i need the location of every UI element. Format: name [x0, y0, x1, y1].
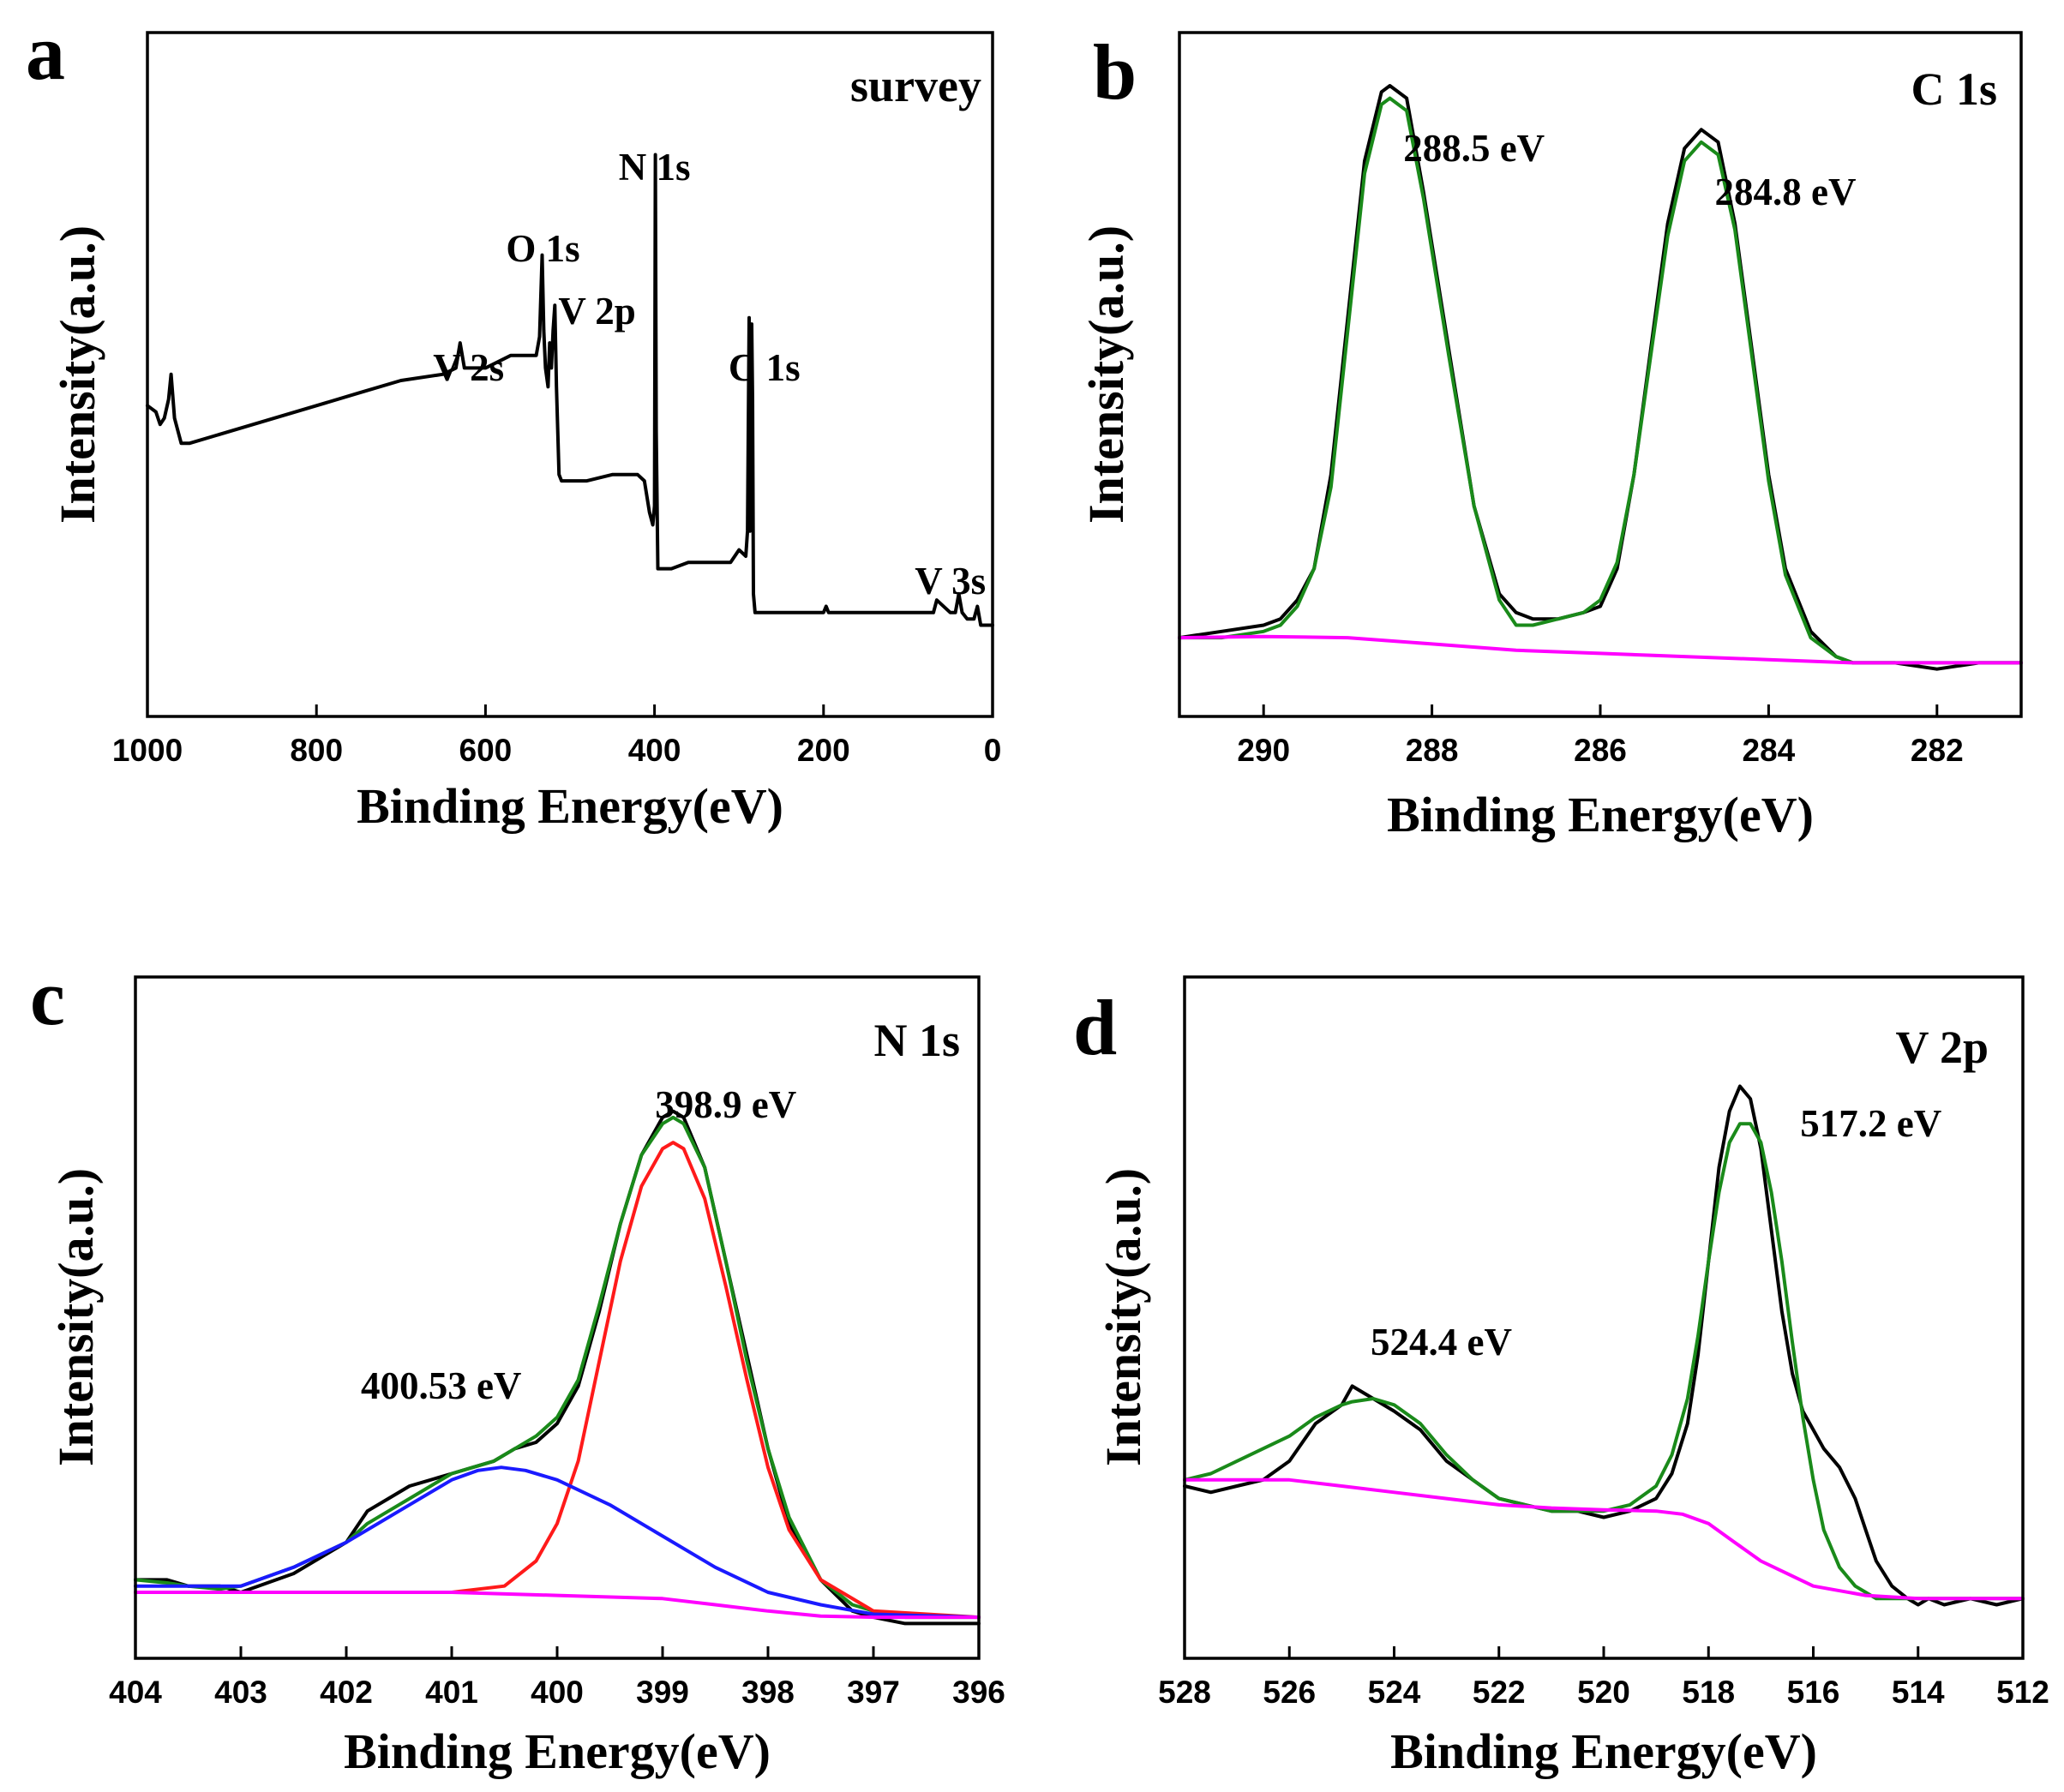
peak-label-b: 284.8 eV: [1715, 171, 1857, 213]
series-c-raw: [134, 1109, 981, 1626]
peak-label-d: 517.2 eV: [1800, 1102, 1941, 1145]
y-axis-label-a: Intensity(a.u.): [50, 225, 105, 524]
panel-title-b: C 1s: [1911, 63, 1997, 115]
peak-label-a: O 1s: [506, 227, 579, 270]
x-tick-label-c: 397: [847, 1675, 900, 1710]
x-tick-label-d: 520: [1577, 1675, 1630, 1710]
x-tick-label-a: 400: [628, 733, 681, 768]
x-tick-label-c: 399: [636, 1675, 689, 1710]
x-tick-label-b: 286: [1574, 733, 1627, 768]
series-a-raw: [146, 153, 994, 627]
peak-label-c: 398.9 eV: [655, 1083, 796, 1126]
panel-letter-b: b: [1093, 28, 1137, 116]
x-tick-label-b: 290: [1237, 733, 1290, 768]
panel-b: 290 288 286 284 282 Binding Energy(eV) Intensi…: [1078, 28, 2023, 842]
x-tick-label-a: 0: [984, 733, 1002, 768]
panel-letter-c: c: [30, 954, 65, 1041]
series-b-fit: [1178, 96, 2023, 665]
x-tick-label-b: 284: [1743, 733, 1796, 768]
series-d-fit: [1183, 1122, 2025, 1601]
panel-title-a: survey: [850, 60, 981, 111]
x-tick-label-d: 516: [1787, 1675, 1840, 1710]
panel-c: 404 403 402 401 400 399 398 397 396 Binding Energ…: [30, 954, 1005, 1779]
series-d-background_line: [1183, 1477, 2025, 1601]
peak-label-a: V 3s: [915, 560, 986, 602]
peak-label-d: 524.4 eV: [1371, 1321, 1512, 1363]
peak-label-a: N 1s: [619, 146, 691, 189]
x-tick-label-c: 398: [741, 1675, 795, 1710]
x-tick-label-d: 514: [1892, 1675, 1945, 1710]
panel-title-d: V 2p: [1895, 1022, 1989, 1073]
x-axis-label-a: Binding Energy(eV): [357, 778, 783, 834]
x-tick-label-c: 401: [425, 1675, 478, 1710]
x-tick-label-a: 600: [459, 733, 513, 768]
x-axis-label-c: Binding Energy(eV): [344, 1723, 771, 1779]
x-tick-label-d: 512: [1996, 1675, 2049, 1710]
x-tick-label-c: 404: [109, 1675, 162, 1710]
x-axis-label-b: Binding Energy(eV): [1387, 787, 1814, 842]
x-tick-label-b: 282: [1911, 733, 1964, 768]
panel-letter-a: a: [26, 9, 65, 96]
panel-letter-d: d: [1073, 984, 1117, 1071]
plot-frame-a: [146, 31, 994, 718]
y-axis-label-d: Intensity(a.u.): [1095, 1168, 1151, 1466]
x-tick-label-c: 402: [320, 1675, 373, 1710]
series-c-peak_red: [134, 1141, 981, 1620]
x-axis-label-d: Binding Energy(eV): [1390, 1723, 1817, 1779]
y-axis-label-b: Intensity(a.u.): [1078, 225, 1134, 524]
x-tick-label-c: 403: [214, 1675, 267, 1710]
y-axis-label-c: Intensity(a.u.): [48, 1168, 104, 1466]
peak-label-a: V 2p: [558, 290, 635, 333]
x-tick-label-d: 524: [1368, 1675, 1421, 1710]
x-tick-label-c: 400: [531, 1675, 584, 1710]
x-tick-label-b: 288: [1406, 733, 1459, 768]
x-tick-label-d: 526: [1263, 1675, 1316, 1710]
peak-label-c: 400.53 eV: [361, 1364, 521, 1407]
x-tick-label-d: 518: [1682, 1675, 1735, 1710]
panel-a: 1000 800 600 400 200 0 Binding Energy(eV) Inten…: [26, 9, 1001, 834]
x-tick-label-d: 522: [1473, 1675, 1526, 1710]
x-tick-label-a: 200: [797, 733, 850, 768]
x-tick-label-d: 528: [1158, 1675, 1211, 1710]
series-c-peak_blue: [134, 1465, 981, 1620]
x-tick-label-c: 396: [952, 1675, 1005, 1710]
panel-title-c: N 1s: [873, 1015, 960, 1066]
series-c-background_line: [134, 1591, 981, 1620]
x-tick-label-a: 1000: [112, 733, 183, 768]
peak-label-a: V 2s: [433, 346, 504, 389]
peak-label-a: C 1s: [729, 346, 801, 389]
x-tick-label-a: 800: [290, 733, 343, 768]
series-b-background_line: [1178, 634, 2023, 665]
panel-d: 528 526 524 522 520 518 516 514 512 Binding Energ…: [1073, 975, 2049, 1779]
peak-label-b: 288.5 eV: [1403, 127, 1545, 170]
